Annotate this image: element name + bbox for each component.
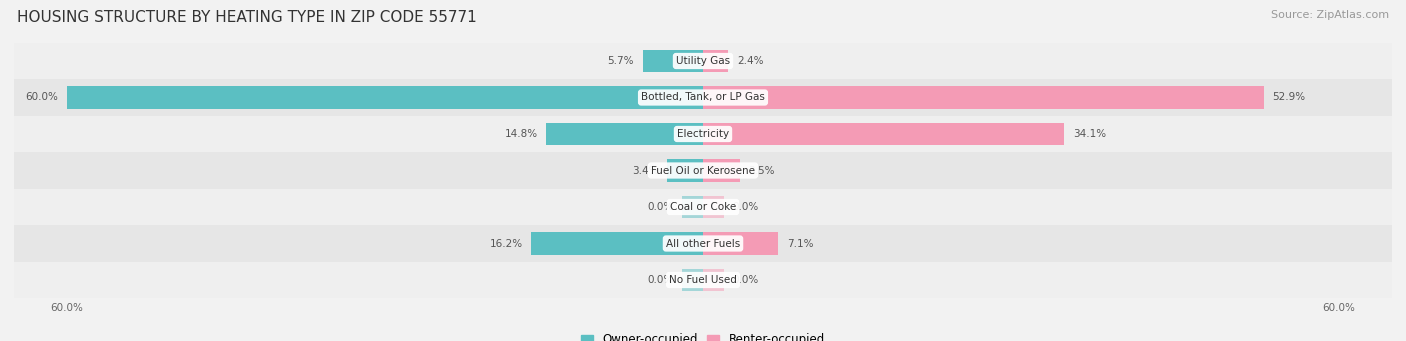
Text: 3.5%: 3.5%: [748, 165, 775, 176]
Text: 7.1%: 7.1%: [787, 238, 813, 249]
Bar: [67, 86, 703, 109]
Bar: [14, 152, 1392, 189]
Bar: [546, 123, 703, 145]
Text: Utility Gas: Utility Gas: [676, 56, 730, 66]
Text: 0.0%: 0.0%: [647, 202, 673, 212]
Text: 2.4%: 2.4%: [737, 56, 763, 66]
Bar: [14, 43, 1392, 79]
Bar: [682, 269, 703, 291]
Bar: [703, 86, 1264, 109]
Bar: [682, 196, 703, 218]
Text: 52.9%: 52.9%: [1272, 92, 1305, 103]
Text: 14.8%: 14.8%: [505, 129, 537, 139]
Bar: [14, 225, 1392, 262]
Text: 0.0%: 0.0%: [733, 275, 759, 285]
Text: Fuel Oil or Kerosene: Fuel Oil or Kerosene: [651, 165, 755, 176]
Bar: [703, 232, 779, 255]
Bar: [643, 50, 703, 72]
Text: Bottled, Tank, or LP Gas: Bottled, Tank, or LP Gas: [641, 92, 765, 103]
Bar: [703, 123, 1064, 145]
Text: 60.0%: 60.0%: [25, 92, 59, 103]
Bar: [14, 262, 1392, 298]
Bar: [703, 50, 728, 72]
Text: 34.1%: 34.1%: [1073, 129, 1107, 139]
Bar: [14, 189, 1392, 225]
Text: Source: ZipAtlas.com: Source: ZipAtlas.com: [1271, 10, 1389, 20]
Text: 0.0%: 0.0%: [647, 275, 673, 285]
Text: Electricity: Electricity: [676, 129, 730, 139]
Bar: [531, 232, 703, 255]
Text: All other Fuels: All other Fuels: [666, 238, 740, 249]
Text: Coal or Coke: Coal or Coke: [669, 202, 737, 212]
Bar: [14, 116, 1392, 152]
Text: No Fuel Used: No Fuel Used: [669, 275, 737, 285]
Legend: Owner-occupied, Renter-occupied: Owner-occupied, Renter-occupied: [576, 329, 830, 341]
Text: 0.0%: 0.0%: [733, 202, 759, 212]
Bar: [703, 159, 740, 182]
Bar: [666, 159, 703, 182]
Text: 16.2%: 16.2%: [489, 238, 523, 249]
Text: 3.4%: 3.4%: [631, 165, 658, 176]
Bar: [703, 196, 724, 218]
Bar: [703, 269, 724, 291]
Text: 5.7%: 5.7%: [607, 56, 634, 66]
Text: HOUSING STRUCTURE BY HEATING TYPE IN ZIP CODE 55771: HOUSING STRUCTURE BY HEATING TYPE IN ZIP…: [17, 10, 477, 25]
Bar: [14, 79, 1392, 116]
